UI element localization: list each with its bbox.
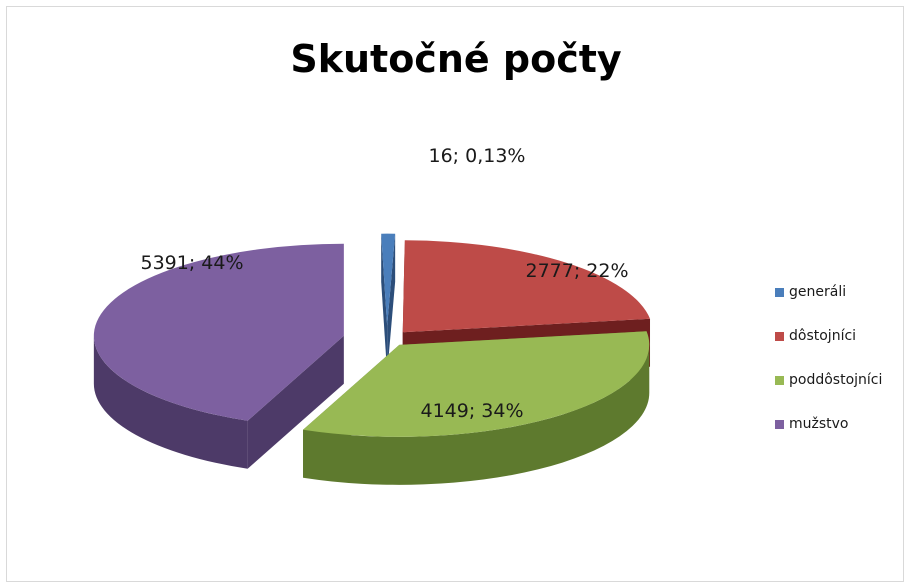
legend-label: dôstojníci xyxy=(789,328,857,344)
slice-wall-mužstvo-0 xyxy=(247,335,344,469)
slice-mužstvo xyxy=(93,243,344,469)
data-label-poddôstojníci: 4149; 34% xyxy=(420,400,523,422)
data-label-generáli: 16; 0,13% xyxy=(429,145,526,167)
data-label-dôstojníci: 2777; 22% xyxy=(525,260,628,282)
legend-swatch xyxy=(775,419,784,429)
slice-outer-wall-mužstvo xyxy=(93,335,248,469)
legend-label: poddôstojníci xyxy=(789,372,883,388)
pie-chart: 16; 0,13% 2777; 22% 4149; 34% 5391; 44% xyxy=(93,145,651,485)
slice-wall-generáli-1 xyxy=(387,233,396,374)
chart-frame: Skutočné počty 16; 0,13% 2777; 22% 4149; 3… xyxy=(6,6,904,582)
legend-item-mužstvo: mužstvo xyxy=(775,411,882,437)
data-label-mužstvo: 5391; 44% xyxy=(140,252,243,274)
legend-swatch xyxy=(775,287,784,297)
slice-outer-wall-poddôstojníci xyxy=(303,344,650,485)
legend-item-dôstojníci: dôstojníci xyxy=(775,323,882,349)
slice-generáli xyxy=(381,233,396,374)
slice-wall-generáli-0 xyxy=(381,233,388,374)
slice-top-generáli xyxy=(381,233,396,326)
legend: generáli dôstojníci poddôstojníci mužstvo xyxy=(775,279,882,455)
legend-swatch xyxy=(775,375,784,385)
legend-item-generáli: generáli xyxy=(775,279,882,305)
chart-title: Skutočné počty xyxy=(290,37,622,81)
slice-top-mužstvo xyxy=(93,243,344,421)
legend-label: mužstvo xyxy=(789,416,849,432)
legend-label: generáli xyxy=(789,284,847,300)
slice-top-dôstojníci xyxy=(402,240,651,333)
legend-swatch xyxy=(775,331,784,341)
slice-top-poddôstojníci xyxy=(303,331,650,437)
slice-poddôstojníci xyxy=(303,331,650,485)
legend-item-poddôstojníci: poddôstojníci xyxy=(775,367,882,393)
